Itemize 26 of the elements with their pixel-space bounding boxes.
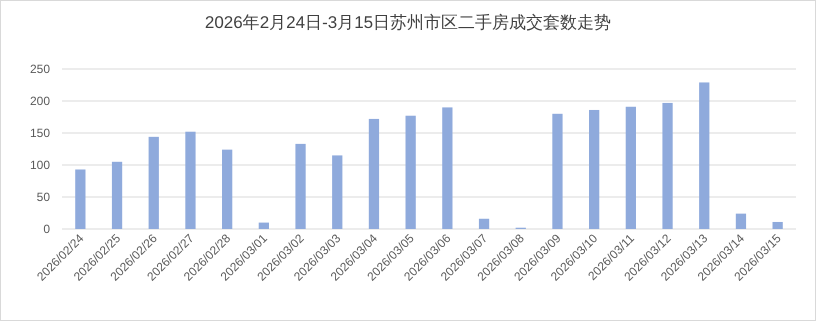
bar <box>442 107 452 229</box>
y-tick-label: 200 <box>30 94 50 108</box>
bar <box>368 118 380 229</box>
chart-title: 2026年2月24日-3月15日苏州市区二手房成交套数走势 <box>204 13 612 32</box>
bar <box>552 114 563 229</box>
bar <box>332 155 342 229</box>
bar <box>772 222 783 229</box>
bar <box>222 150 232 229</box>
bar <box>295 144 306 229</box>
bar <box>406 116 416 229</box>
bar <box>626 106 636 229</box>
bar <box>736 214 746 229</box>
bar <box>112 162 122 229</box>
bar <box>185 132 196 229</box>
bar <box>589 110 600 229</box>
y-tick-label: 100 <box>30 158 50 172</box>
bar <box>258 222 269 229</box>
y-tick-label: 0 <box>43 222 50 236</box>
bar <box>75 169 86 229</box>
y-tick-label: 150 <box>30 126 50 140</box>
bar <box>662 102 673 229</box>
bar <box>148 136 159 229</box>
y-tick-label: 50 <box>36 190 50 204</box>
bar <box>478 218 490 229</box>
bar <box>699 82 710 229</box>
y-tick-label: 250 <box>30 62 50 76</box>
